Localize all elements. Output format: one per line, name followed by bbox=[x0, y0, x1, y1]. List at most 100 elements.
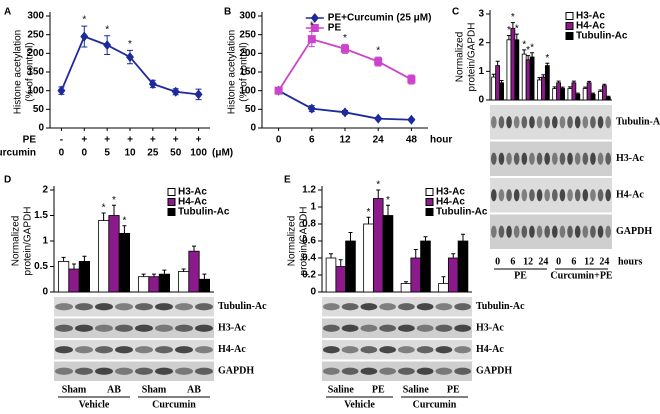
y-tick-label: 1.5 bbox=[34, 210, 48, 221]
error-bar bbox=[514, 33, 519, 40]
blot-band bbox=[506, 189, 512, 202]
error-bar bbox=[552, 86, 557, 89]
y-tick-label: 1 bbox=[310, 202, 316, 213]
blot-band bbox=[597, 189, 604, 202]
blot-label: H3-Ac bbox=[616, 153, 644, 164]
bar bbox=[506, 39, 512, 101]
blot-band bbox=[567, 225, 573, 238]
category-unit: (μM) bbox=[212, 148, 233, 159]
treatment-label: + bbox=[81, 135, 87, 146]
significance: * bbox=[522, 39, 526, 50]
error-bar bbox=[386, 204, 390, 216]
bar bbox=[68, 268, 80, 293]
blot-band bbox=[55, 303, 73, 311]
significance: * bbox=[82, 15, 86, 26]
blot-band bbox=[498, 152, 505, 165]
blot-label: GAPDH bbox=[616, 226, 652, 237]
y-tick-label: 0 bbox=[250, 123, 256, 134]
blot-band bbox=[323, 367, 340, 375]
blot-band bbox=[567, 189, 573, 202]
blot-band bbox=[115, 346, 133, 354]
legend-swatch bbox=[425, 198, 434, 206]
group-label: Vehicle bbox=[344, 399, 375, 410]
significance: * bbox=[376, 180, 380, 191]
treatment-label: - bbox=[60, 135, 63, 146]
x-tick-label: 0 bbox=[59, 148, 65, 159]
x-tick-label: 50 bbox=[170, 148, 182, 159]
bar bbox=[510, 27, 516, 101]
legend-label: H3-Ac bbox=[436, 187, 465, 198]
treatment-label: + bbox=[104, 135, 110, 146]
x-tick-label: PE bbox=[447, 384, 460, 395]
blot-band bbox=[574, 152, 581, 165]
x-tick-label: AB bbox=[187, 384, 201, 395]
blot-band bbox=[379, 367, 396, 375]
blot-band bbox=[506, 225, 512, 238]
y-tick-label: 2 bbox=[42, 185, 48, 196]
error-bar bbox=[366, 216, 371, 224]
blot-band bbox=[574, 189, 581, 202]
x-tick-label: 12 bbox=[584, 256, 594, 267]
bar bbox=[158, 273, 170, 293]
blot-band bbox=[75, 367, 93, 375]
error-bar bbox=[61, 256, 66, 262]
y-tick-label: 300 bbox=[27, 11, 44, 22]
bar bbox=[598, 91, 603, 101]
blot-band bbox=[75, 346, 93, 354]
significance: * bbox=[112, 195, 116, 206]
blot-band bbox=[55, 324, 73, 332]
error-bar bbox=[451, 253, 456, 258]
bar bbox=[590, 93, 596, 101]
bar bbox=[363, 223, 374, 293]
blot-band bbox=[521, 116, 528, 129]
marker bbox=[57, 85, 66, 96]
y-tick-label: 0.4 bbox=[302, 253, 316, 264]
error-bar bbox=[602, 83, 607, 86]
blot-band bbox=[544, 152, 550, 165]
legend-label: Tubulin-Ac bbox=[436, 207, 488, 218]
bar bbox=[575, 93, 581, 101]
blot-band bbox=[195, 303, 213, 311]
bar bbox=[400, 283, 412, 293]
blot-band bbox=[55, 367, 73, 375]
bar bbox=[537, 79, 542, 101]
marker bbox=[148, 78, 157, 89]
blot-band bbox=[529, 152, 535, 165]
blot-band bbox=[590, 189, 596, 202]
y-axis-label: Histone acetylation bbox=[227, 30, 238, 115]
treatment-name: PE bbox=[23, 135, 37, 146]
blot-band bbox=[513, 116, 520, 129]
blot-band bbox=[175, 303, 193, 311]
x-axis-label: hour bbox=[430, 135, 452, 146]
bar bbox=[345, 240, 356, 293]
y-tick-label: 100 bbox=[27, 85, 44, 96]
blot-band bbox=[491, 116, 497, 129]
blot-band bbox=[597, 116, 604, 129]
blot-band bbox=[513, 225, 520, 238]
bar bbox=[382, 215, 394, 293]
legend-label: H4-Ac bbox=[576, 21, 605, 32]
y-tick-label: 50 bbox=[245, 104, 257, 115]
bar bbox=[98, 220, 110, 293]
bar bbox=[582, 88, 588, 101]
significance: * bbox=[310, 20, 314, 31]
marker bbox=[407, 114, 416, 125]
blot-band bbox=[398, 367, 415, 375]
error-bar bbox=[181, 268, 186, 272]
blot-band bbox=[398, 346, 415, 354]
legend-label: H4-Ac bbox=[436, 197, 465, 208]
x-tick-label: Saline bbox=[328, 384, 355, 395]
blot-band bbox=[341, 303, 359, 311]
y-tick-label: 250 bbox=[239, 29, 256, 40]
blot-background bbox=[322, 318, 472, 338]
blot-band bbox=[552, 152, 558, 165]
blot-band bbox=[435, 367, 453, 375]
blot-band bbox=[398, 324, 415, 332]
bar bbox=[601, 85, 607, 101]
bar bbox=[540, 76, 546, 101]
x-tick-label: 12 bbox=[339, 135, 351, 146]
blot-band bbox=[574, 225, 581, 238]
panel-letter: A bbox=[4, 7, 11, 18]
x-axis-label: hours bbox=[618, 256, 643, 267]
